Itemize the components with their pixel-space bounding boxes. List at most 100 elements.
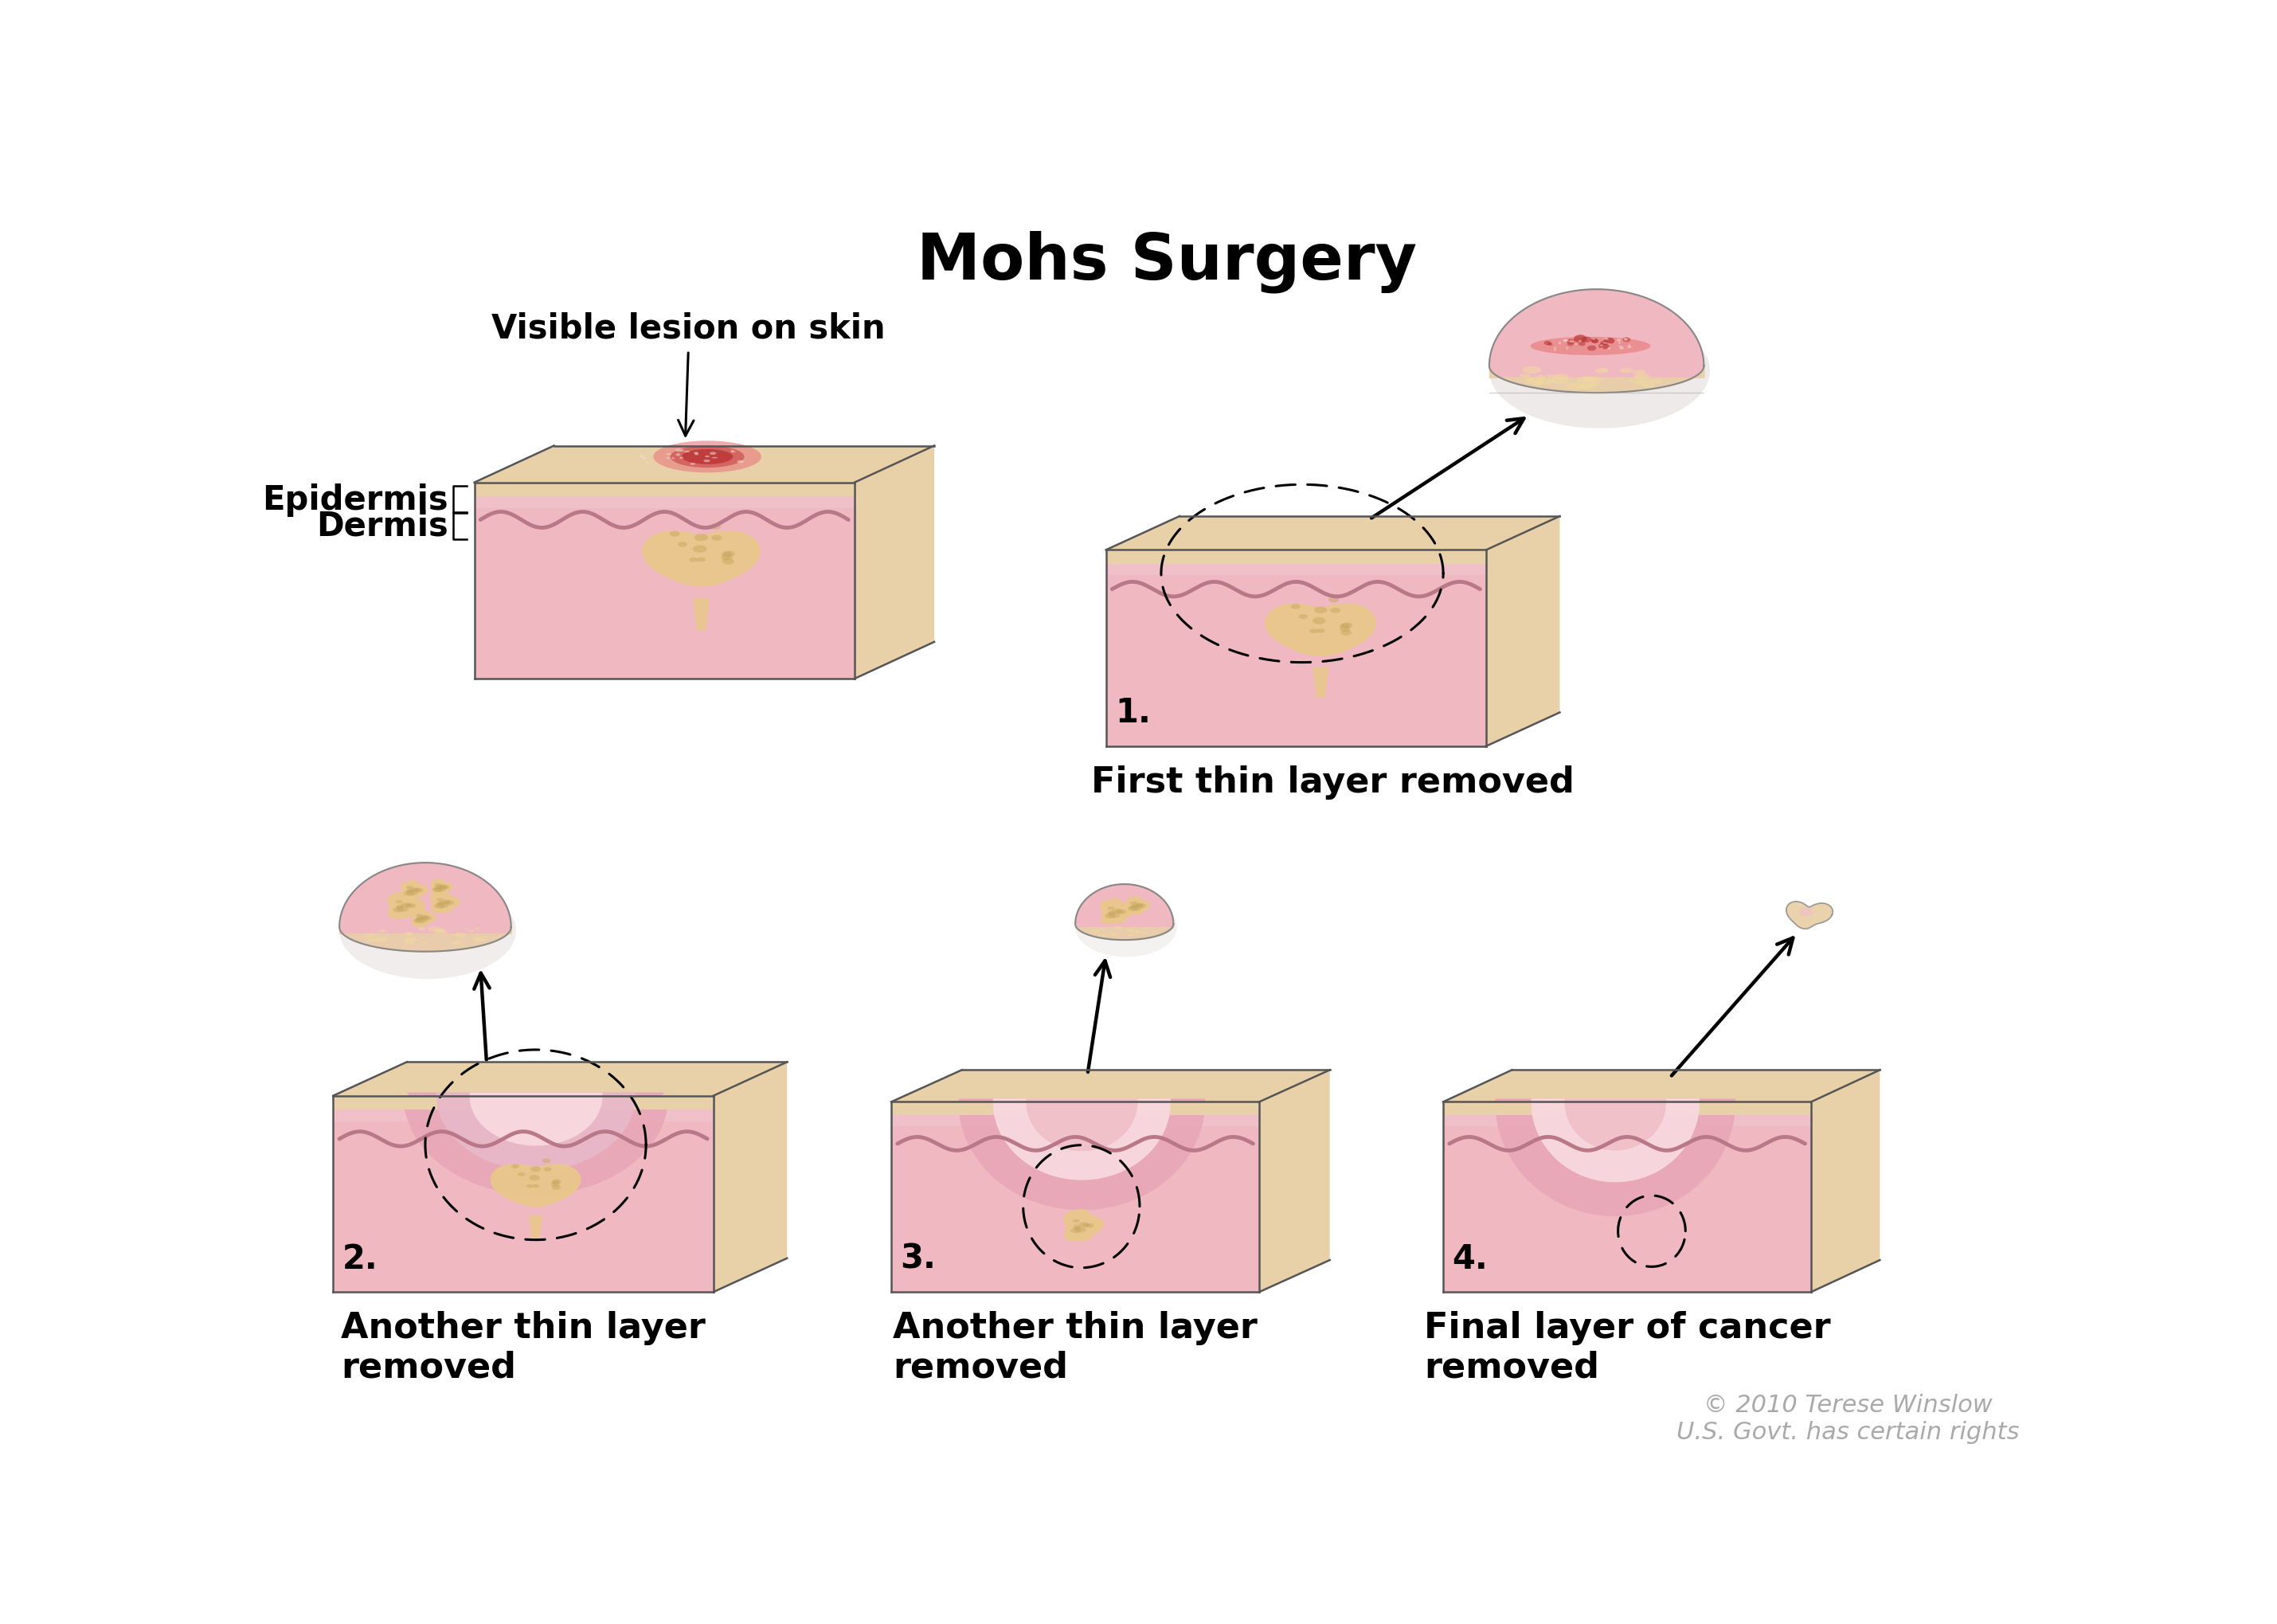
Ellipse shape [378,929,385,932]
Ellipse shape [731,451,733,453]
Ellipse shape [435,929,446,934]
Ellipse shape [367,939,378,942]
Polygon shape [890,1103,1259,1127]
Ellipse shape [412,888,424,893]
Ellipse shape [1075,1228,1086,1233]
Polygon shape [890,1103,1259,1293]
Ellipse shape [694,453,699,455]
Ellipse shape [1109,911,1116,914]
Ellipse shape [706,456,710,458]
Ellipse shape [444,901,451,905]
Polygon shape [1107,516,1560,551]
Ellipse shape [528,1176,540,1181]
Ellipse shape [1580,385,1594,390]
Ellipse shape [1587,377,1601,382]
Text: 1.: 1. [1116,697,1150,729]
Ellipse shape [710,453,717,455]
Ellipse shape [694,534,708,542]
Ellipse shape [1587,346,1596,351]
Ellipse shape [1129,901,1136,905]
Ellipse shape [1102,935,1109,937]
Ellipse shape [417,918,424,921]
Ellipse shape [1082,1223,1091,1228]
Polygon shape [1487,516,1560,747]
Ellipse shape [1551,378,1569,385]
Ellipse shape [1562,339,1567,343]
Ellipse shape [339,883,517,979]
Ellipse shape [1578,377,1594,383]
Ellipse shape [1580,378,1592,383]
Polygon shape [387,893,424,919]
Polygon shape [642,533,761,586]
Ellipse shape [435,883,442,887]
Ellipse shape [439,885,446,890]
Ellipse shape [1633,374,1651,380]
Ellipse shape [694,453,699,456]
Ellipse shape [1567,339,1576,344]
Ellipse shape [1072,1224,1082,1228]
Polygon shape [332,1096,713,1122]
Ellipse shape [683,451,690,453]
Ellipse shape [1633,370,1646,375]
Polygon shape [339,862,510,952]
Ellipse shape [417,927,426,931]
Ellipse shape [417,918,424,921]
Ellipse shape [722,552,733,557]
Ellipse shape [1136,903,1145,908]
Ellipse shape [1141,932,1145,934]
Ellipse shape [1091,929,1100,934]
Ellipse shape [1526,378,1544,385]
Ellipse shape [396,906,410,913]
Ellipse shape [1557,343,1562,344]
Ellipse shape [722,555,733,560]
Ellipse shape [1116,909,1127,914]
Polygon shape [890,1103,1259,1116]
Ellipse shape [1129,935,1134,937]
Polygon shape [412,909,435,926]
Ellipse shape [1624,338,1628,341]
Polygon shape [1127,896,1150,914]
Ellipse shape [435,903,444,909]
Ellipse shape [405,905,412,908]
Polygon shape [474,482,854,508]
Ellipse shape [1544,341,1551,346]
Ellipse shape [1314,607,1327,614]
Ellipse shape [1624,338,1628,341]
Ellipse shape [1127,934,1134,937]
Ellipse shape [1589,378,1601,383]
Ellipse shape [1129,906,1138,909]
Polygon shape [1107,551,1487,564]
Polygon shape [854,447,934,679]
Ellipse shape [1619,369,1633,374]
Polygon shape [332,1062,788,1096]
Ellipse shape [465,929,469,931]
Ellipse shape [1637,377,1644,380]
Ellipse shape [1127,906,1138,911]
Ellipse shape [1109,913,1116,916]
Ellipse shape [1079,1223,1088,1228]
Ellipse shape [437,885,446,890]
Ellipse shape [364,934,376,939]
Ellipse shape [1129,906,1143,911]
Ellipse shape [405,940,414,945]
Ellipse shape [1528,378,1535,382]
Text: 3.: 3. [899,1241,936,1275]
Ellipse shape [710,525,722,529]
Polygon shape [1785,901,1833,929]
Ellipse shape [1642,383,1655,390]
Ellipse shape [1489,313,1710,429]
Ellipse shape [1598,343,1610,349]
Ellipse shape [1109,934,1118,937]
Ellipse shape [1072,1226,1082,1229]
Text: Final layer of cancer
removed: Final layer of cancer removed [1423,1311,1831,1384]
Ellipse shape [396,900,403,905]
Ellipse shape [676,453,681,456]
Ellipse shape [1619,348,1624,351]
Ellipse shape [437,901,444,905]
Ellipse shape [1134,931,1141,934]
Ellipse shape [1116,909,1123,914]
Ellipse shape [1084,1223,1095,1228]
Ellipse shape [403,940,410,942]
Ellipse shape [1539,380,1553,385]
Ellipse shape [544,1168,551,1173]
